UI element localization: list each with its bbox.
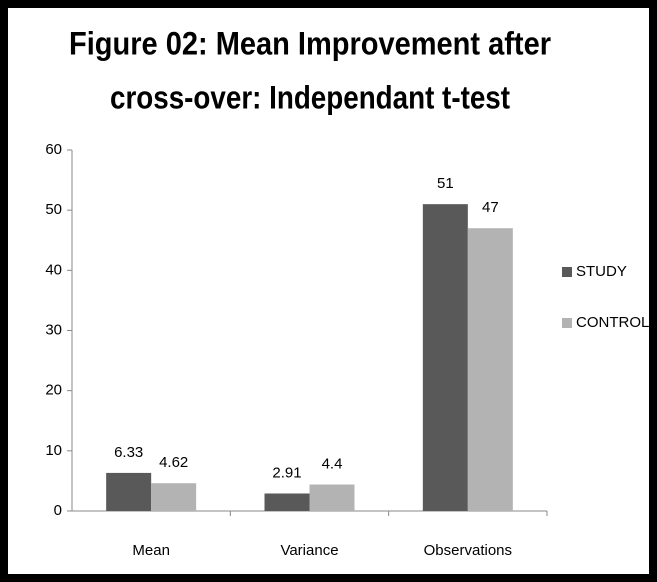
x-tick-label: Mean (132, 542, 170, 559)
y-tick-label: 60 (45, 141, 62, 158)
bar (151, 483, 197, 511)
bar (467, 228, 513, 511)
legend-label: STUDY (576, 263, 627, 280)
chart-title: cross-over: Independant t-test (110, 79, 510, 115)
x-tick-label: Observations (424, 542, 512, 559)
legend-swatch (562, 318, 572, 328)
x-tick-label: Variance (280, 542, 338, 559)
y-tick-label: 50 (45, 201, 62, 218)
value-label: 51 (437, 175, 454, 192)
value-label: 4.4 (322, 455, 343, 472)
bar (422, 204, 468, 511)
bar (264, 493, 310, 511)
y-tick-label: 30 (45, 321, 62, 338)
y-tick-label: 40 (45, 261, 62, 278)
value-label: 4.62 (159, 454, 188, 471)
bar (309, 484, 355, 511)
value-label: 6.33 (114, 444, 143, 461)
bar (106, 472, 152, 511)
y-tick-label: 10 (45, 442, 62, 459)
value-label: 2.91 (272, 464, 301, 481)
legend-swatch (562, 267, 572, 277)
chart-title: Figure 02: Mean Improvement after (69, 25, 551, 61)
y-tick-label: 20 (45, 382, 62, 399)
y-tick-label: 0 (54, 502, 62, 519)
value-label: 47 (482, 199, 499, 216)
legend-label: CONTROL (576, 314, 649, 331)
